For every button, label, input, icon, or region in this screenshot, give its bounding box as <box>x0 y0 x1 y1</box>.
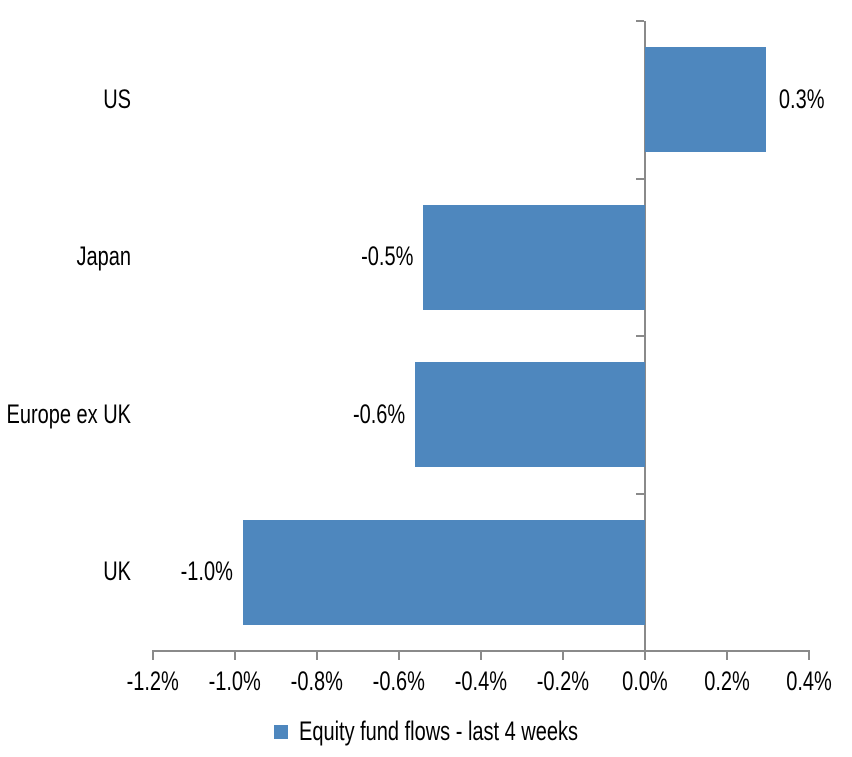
x-axis-tick <box>808 650 810 660</box>
bar-us <box>644 47 766 153</box>
data-label-japan: -0.5% <box>361 242 414 273</box>
category-axis-tick <box>636 493 644 495</box>
data-label-uk: -1.0% <box>180 557 233 588</box>
x-tick-label: 0.0% <box>622 667 668 697</box>
legend-swatch-icon <box>273 725 288 739</box>
x-axis-tick <box>234 650 236 660</box>
bar-japan <box>423 204 645 310</box>
legend-label: Equity fund flows - last 4 weeks <box>298 716 578 747</box>
x-axis-tick <box>316 650 318 660</box>
x-tick-label: -0.2% <box>536 667 590 697</box>
zero-value-axis-line <box>644 21 646 651</box>
x-axis-tick <box>726 650 728 660</box>
bar-uk <box>242 519 645 625</box>
x-tick-label: -1.2% <box>126 667 179 697</box>
category-axis-tick <box>636 178 644 180</box>
legend: Equity fund flows - last 4 weeks <box>0 716 852 747</box>
data-label-us: 0.3% <box>778 84 825 115</box>
x-axis-tick <box>152 650 154 660</box>
x-tick-label: -0.6% <box>372 667 425 697</box>
category-axis-tick <box>636 20 644 22</box>
category-label-uk: UK <box>103 557 131 588</box>
x-tick-label: -0.4% <box>454 667 508 697</box>
x-tick-label: 0.4% <box>786 667 832 697</box>
x-tick-label: -0.8% <box>290 667 343 697</box>
x-tick-label: -1.0% <box>208 667 261 697</box>
category-label-us: US <box>103 84 131 115</box>
category-axis-tick <box>636 335 644 337</box>
x-tick-label: 0.2% <box>704 667 750 697</box>
x-axis-tick <box>398 650 400 660</box>
category-axis-tick <box>636 650 644 652</box>
x-axis-tick <box>644 650 646 660</box>
category-label-europe-ex-uk: Europe ex UK <box>6 399 131 430</box>
x-axis-tick <box>480 650 482 660</box>
bar-europe-ex-uk <box>415 362 645 468</box>
x-axis-tick <box>562 650 564 660</box>
category-label-japan: Japan <box>76 242 132 273</box>
data-label-europe-ex-uk: -0.6% <box>352 399 406 430</box>
